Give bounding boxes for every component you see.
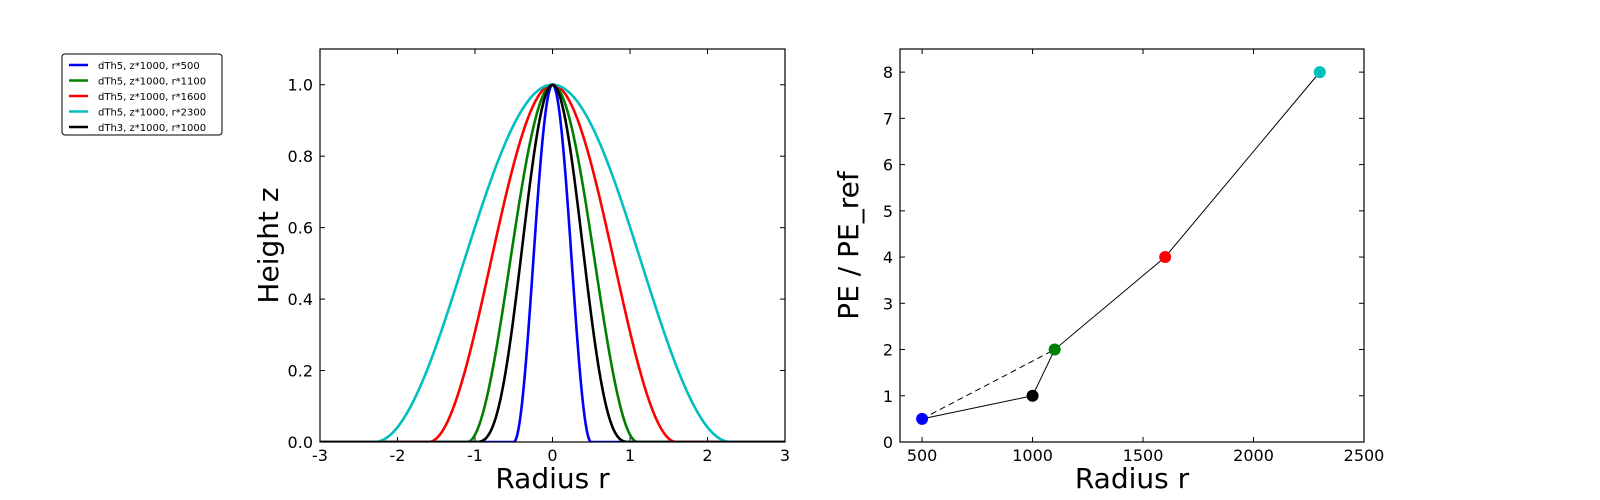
x-tick-label: -1: [467, 446, 483, 465]
legend-box: [61, 53, 223, 136]
x-tick-label: 0: [547, 446, 557, 465]
data-point: [1048, 343, 1061, 356]
left-plot-height-profiles: -3 -2 -1 0 1 2 3 0.0 0.2 0.4 0.6 0.8 1.0 Radius r Heig…: [252, 48, 790, 495]
y-tick-label: 1: [883, 387, 893, 406]
legend: dTh5, z*1000, r*500 dTh5, z*1000, r*1100 d…: [61, 53, 223, 136]
x-tick-label: 2000: [1233, 446, 1274, 465]
x-tick-label: 3: [780, 446, 790, 465]
y-tick-label: 0.6: [288, 219, 313, 238]
dashed-connector-line: [921, 349, 1055, 420]
y-tick-label: 0.2: [288, 362, 313, 381]
x-axis-title: Radius r: [1075, 462, 1190, 495]
y-axis-title: Height z: [252, 187, 285, 303]
data-point: [1313, 66, 1326, 79]
x-tick-label: -3: [312, 446, 328, 465]
y-axis-title: PE / PE_ref: [832, 170, 865, 320]
legend-label: dTh5, z*1000, r*1600: [98, 92, 206, 103]
legend-label: dTh5, z*1000, r*2300: [98, 108, 206, 119]
y-tick-label: 3: [883, 294, 893, 313]
y-tick-label: 0.4: [288, 290, 313, 309]
plot-frame: [319, 48, 786, 443]
y-tick-label: 0: [883, 433, 893, 452]
x-tick-label: 1000: [1012, 446, 1053, 465]
x-tick-label: 1500: [1123, 446, 1164, 465]
y-tick-label: 2: [883, 341, 893, 360]
y-tick-label: 7: [883, 109, 893, 128]
legend-label: dTh3, z*1000, r*1000: [98, 123, 206, 134]
plot-area: [320, 49, 785, 442]
legend-label: dTh5, z*1000, r*500: [98, 61, 200, 72]
y-tick-label: 8: [883, 63, 893, 82]
plot-area: [900, 49, 1364, 442]
y-tick-label: 1.0: [288, 76, 313, 95]
data-point: [1026, 389, 1039, 402]
x-tick-label: -2: [390, 446, 406, 465]
x-tick-label: 500: [907, 446, 938, 465]
y-tick-label: 0.8: [288, 147, 313, 166]
x-axis-title: Radius r: [495, 462, 610, 495]
y-tick-label: 5: [883, 202, 893, 221]
y-tick-label: 0.0: [288, 433, 313, 452]
series-line: [320, 83, 785, 442]
y-tick-label: 6: [883, 156, 893, 175]
right-plot-pe-ratio: 500 1000 1500 2000 2500 0 1 2 3 4 5 6 7 8 Radius r PE /…: [832, 48, 1385, 495]
x-tick-label: 2500: [1344, 446, 1385, 465]
x-tick-label: 2: [702, 446, 712, 465]
data-point: [916, 412, 929, 425]
y-tick-label: 4: [883, 248, 893, 267]
plot-frame: [899, 48, 1365, 443]
legend-label: dTh5, z*1000, r*1100: [98, 77, 206, 88]
x-tick-label: 1: [625, 446, 635, 465]
data-point: [1159, 251, 1172, 264]
